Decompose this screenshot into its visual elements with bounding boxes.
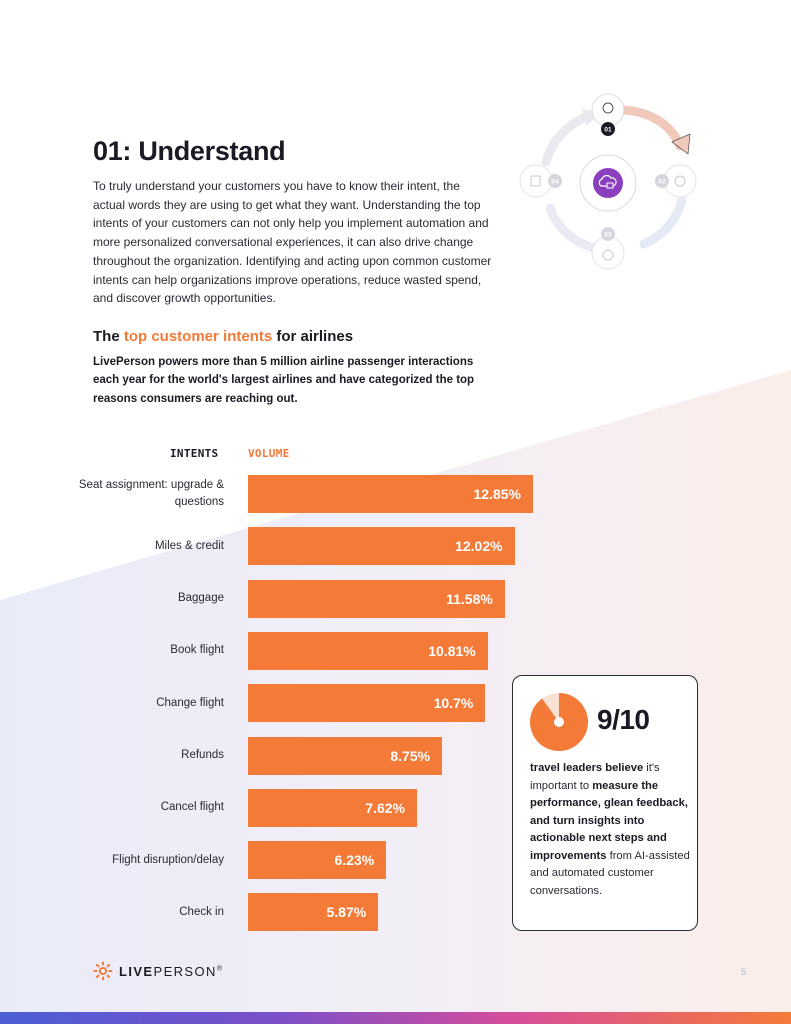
intent-label: Baggage <box>177 592 224 605</box>
volume-bar: 6.23% <box>248 841 387 880</box>
volume-bar: 10.81% <box>248 631 488 670</box>
stat-text-part: it's important to <box>530 762 660 792</box>
step-01-node <box>591 93 625 127</box>
volume-value: 11.58% <box>446 590 493 607</box>
volume-column-header: VOLUME <box>248 447 290 460</box>
volume-bar: 12.02% <box>248 527 515 566</box>
intent-label: Seat assignment: upgrade & questions <box>78 479 224 508</box>
cycle-arrow-4 <box>541 111 593 167</box>
intent-label: Refunds <box>181 749 224 761</box>
lightbulb-icon <box>602 102 614 114</box>
stat-pie-chart <box>529 693 588 751</box>
heading-suffix: for airlines <box>272 328 354 345</box>
subsection-description: LivePerson powers more than 5 million ai… <box>93 356 475 405</box>
stat-text-part: travel leaders believe <box>530 762 644 774</box>
cycle-arrow-1 <box>619 105 685 151</box>
chart-row: Flight disruption/delay 6.23% <box>0 841 791 880</box>
intent-label: Check in <box>179 905 224 918</box>
volume-value: 5.87% <box>326 904 367 921</box>
volume-value: 10.7% <box>433 695 474 712</box>
stat-text-part: measure the performance, glean feedback,… <box>530 779 688 862</box>
volume-value: 10.81% <box>428 642 476 659</box>
volume-value: 6.23% <box>334 852 375 869</box>
bottom-gradient-bar <box>0 1012 791 1024</box>
subsection-heading: The top customer intents for airlines <box>93 328 353 345</box>
cycle-arrow-2 <box>639 195 687 249</box>
intents-column-header: INTENTS <box>170 447 219 460</box>
chart-row: Check in 5.87% <box>0 893 791 932</box>
step-label-04: 04 <box>551 179 559 186</box>
logo-bold: LIVE <box>119 963 154 979</box>
volume-bar: 10.7% <box>248 684 486 723</box>
chart-row: Seat assignment: upgrade & questions 12.8… <box>0 475 791 513</box>
stat-card: 9/10 travel leaders believe it's importa… <box>512 675 698 931</box>
logo-registered: ® <box>216 965 224 973</box>
intent-label: Miles & credit <box>154 539 224 552</box>
chart-row: Book flight 10.81% <box>0 631 791 670</box>
intro-paragraph: To truly understand your customers you h… <box>93 179 492 306</box>
heading-accent: top customer intents <box>123 328 273 345</box>
intent-label: Flight disruption/delay <box>112 853 224 866</box>
intent-label: Change flight <box>156 696 224 709</box>
chart-row: Miles & credit 12.02% <box>0 527 791 566</box>
volume-value: 12.02% <box>455 538 503 555</box>
cycle-diagram: 01 02 03 04 <box>519 93 697 270</box>
volume-bar: 7.62% <box>248 788 417 827</box>
chart-row: Change flight 10.7% <box>0 684 791 723</box>
step-04-node <box>519 164 553 198</box>
logo-light: PERSON <box>153 963 217 979</box>
section-title: 01: Understand <box>93 136 286 166</box>
volume-value: 12.85% <box>473 486 521 502</box>
chart-row: Cancel flight 7.62% <box>0 788 791 827</box>
liveperson-sun-icon <box>93 961 113 981</box>
step-label-01: 01 <box>604 127 612 134</box>
volume-bar: 11.58% <box>248 579 505 618</box>
stat-number: 9/10 <box>597 704 650 735</box>
intent-label: Book flight <box>170 644 224 657</box>
gear-icon <box>602 249 614 261</box>
volume-bar: 12.85% <box>248 475 533 513</box>
step-03-node <box>591 236 625 270</box>
stat-text: travel leaders believe it's important to… <box>530 760 690 900</box>
chart-row: Baggage 11.58% <box>0 579 791 618</box>
stat-text-part: from AI-assisted and automated customer … <box>530 849 690 897</box>
volume-value: 7.62% <box>365 799 405 816</box>
chat-icon <box>674 175 686 187</box>
heading-prefix: The <box>93 328 124 345</box>
page-number: 5 <box>741 967 747 977</box>
step-label-03: 03 <box>604 232 612 239</box>
intent-label: Cancel flight <box>160 801 224 814</box>
step-label-02: 02 <box>658 179 666 186</box>
pie-center-dot <box>554 717 564 727</box>
volume-bar: 8.75% <box>248 736 443 775</box>
liveperson-logo: LIVEPERSON® <box>93 961 223 981</box>
document-icon <box>530 175 541 187</box>
cycle-arrow-3 <box>545 203 599 253</box>
volume-bar: 5.87% <box>248 893 379 932</box>
logo-wordmark: LIVEPERSON® <box>119 964 223 979</box>
chart-row: Refunds 8.75% <box>0 736 791 775</box>
volume-value: 8.75% <box>390 747 431 764</box>
